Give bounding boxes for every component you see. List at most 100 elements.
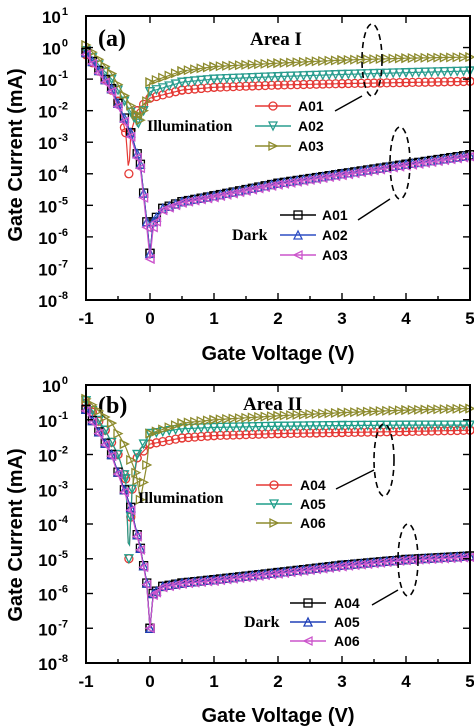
- x-tick-label: 0: [145, 672, 154, 691]
- panel-a-dark-pointer: [357, 198, 391, 221]
- data-point: [394, 68, 405, 79]
- data-point: [126, 454, 137, 465]
- legend-entry-A03-dark: [280, 249, 316, 261]
- y-tick-exponent: -2: [58, 101, 68, 113]
- data-point: [349, 69, 360, 80]
- data-point: [157, 205, 168, 216]
- legend-text-A03-illum: A03: [298, 138, 324, 154]
- data-point: [247, 412, 258, 423]
- data-point: [446, 425, 456, 436]
- legend-marker: [292, 249, 303, 261]
- series-line: [85, 410, 471, 629]
- data-point: [394, 420, 405, 431]
- data-point: [330, 420, 341, 432]
- data-point: [141, 222, 152, 233]
- data-point: [382, 78, 392, 88]
- data-point: [432, 420, 444, 431]
- data-point: [106, 418, 118, 429]
- data-point: [279, 71, 290, 82]
- data-point: [147, 222, 158, 233]
- x-tick-label: 1: [209, 309, 218, 328]
- y-tick-label: 100: [42, 38, 68, 59]
- data-point: [138, 105, 150, 116]
- y-tick-exponent: -8: [58, 290, 68, 302]
- data-point: [176, 578, 187, 589]
- data-point: [144, 623, 155, 634]
- data-point: [317, 421, 328, 432]
- data-point: [324, 421, 335, 432]
- legend-entry-A04-dark: [290, 598, 326, 608]
- series-line: [85, 50, 470, 125]
- data-point: [208, 422, 220, 433]
- x-tick-label: 4: [401, 672, 411, 691]
- data-point: [138, 439, 149, 450]
- data-point: [279, 421, 290, 432]
- data-point: [368, 68, 380, 80]
- legend-marker: [267, 121, 279, 132]
- data-point: [305, 56, 316, 67]
- data-point: [311, 70, 322, 81]
- data-point: [234, 413, 246, 424]
- panel-b-illum-pointer: [335, 469, 375, 490]
- data-point: [362, 69, 373, 80]
- y-tick-exponent: -2: [58, 445, 68, 457]
- legend-marker: [293, 210, 303, 220]
- y-tick-exponent: -8: [58, 653, 68, 665]
- data-point: [292, 57, 303, 68]
- data-point: [304, 421, 316, 432]
- data-point: [382, 427, 392, 437]
- legend-entry-A02-dark: [280, 229, 316, 240]
- y-tick-label: 101: [42, 6, 68, 27]
- data-point: [369, 406, 380, 417]
- data-point: [163, 202, 174, 213]
- data-point: [142, 459, 153, 471]
- data-point: [298, 56, 310, 67]
- series-line: [85, 408, 471, 629]
- data-point: [170, 420, 182, 431]
- y-tick-exponent: -3: [58, 132, 68, 144]
- legend-marker: [268, 140, 279, 152]
- data-point: [407, 426, 418, 436]
- data-point: [356, 420, 367, 431]
- y-tick-exponent: -4: [58, 514, 69, 526]
- data-point: [112, 101, 123, 112]
- data-point: [112, 469, 123, 480]
- series-A06-illumination: [81, 393, 474, 505]
- data-point: [452, 403, 463, 414]
- data-point: [234, 422, 245, 433]
- data-point: [304, 70, 316, 82]
- data-point: [336, 420, 348, 432]
- data-point: [127, 484, 138, 495]
- data-point: [452, 66, 463, 77]
- data-point: [458, 76, 469, 87]
- data-point: [221, 73, 232, 85]
- data-point: [222, 413, 233, 425]
- panel-b-illumination-label: Illumination: [138, 490, 223, 507]
- legend-marker: [303, 598, 313, 608]
- data-point: [131, 531, 142, 542]
- data-point: [433, 426, 443, 436]
- data-point: [144, 253, 155, 264]
- data-point: [426, 404, 438, 415]
- data-point: [292, 71, 303, 82]
- data-point: [86, 58, 98, 69]
- data-point: [311, 56, 322, 67]
- data-point: [151, 438, 162, 448]
- data-point: [253, 421, 264, 433]
- data-point: [118, 487, 130, 498]
- data-point: [215, 74, 226, 85]
- data-point: [100, 411, 111, 423]
- x-tick-label: 5: [465, 672, 474, 691]
- panel-b-title: Area II: [243, 394, 302, 415]
- data-point: [176, 197, 187, 208]
- data-point: [170, 79, 181, 90]
- panel-b-dark-label: Dark: [244, 614, 280, 631]
- data-point: [324, 70, 335, 81]
- panel-b-illum-ellipse: [373, 423, 395, 497]
- data-point: [388, 53, 399, 64]
- data-point: [141, 579, 152, 590]
- data-point: [266, 72, 277, 83]
- data-point: [362, 54, 374, 65]
- legend-marker: [269, 517, 280, 529]
